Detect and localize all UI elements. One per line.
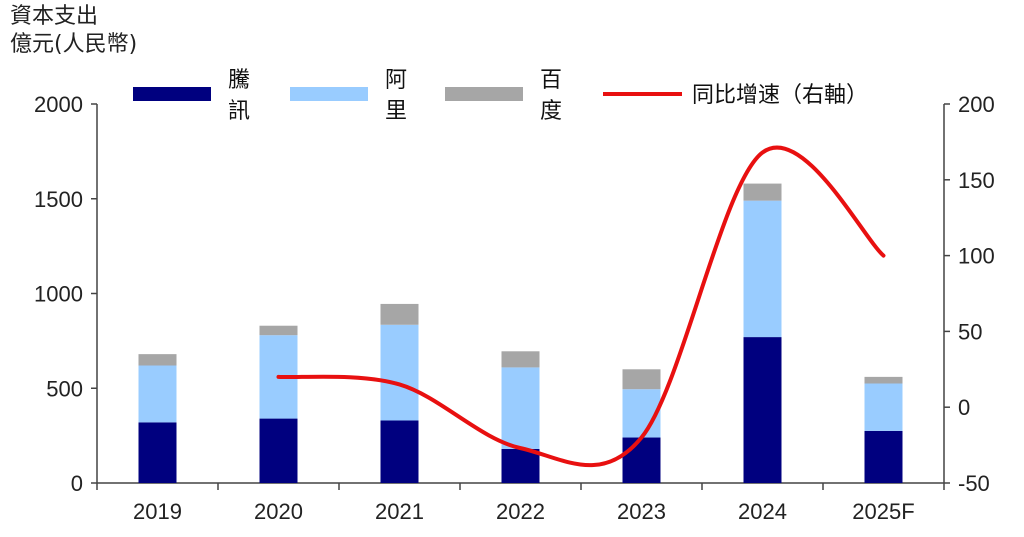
x-tick-label: 2022	[496, 499, 545, 524]
bar-baidu-2025F	[864, 376, 903, 384]
right-tick-label: 0	[958, 395, 970, 420]
bar-tencent-2022	[501, 448, 540, 483]
right-tick-label: 100	[958, 244, 995, 269]
bar-baidu-2020	[259, 325, 298, 336]
left-tick-label: 1500	[34, 187, 83, 212]
bar-baidu-2022	[501, 351, 540, 368]
right-tick-label: 50	[958, 319, 982, 344]
growth-rate-line	[276, 145, 886, 468]
bar-tencent-2019	[138, 422, 177, 483]
bar-alibaba-2022	[501, 367, 540, 449]
bar-baidu-2019	[138, 354, 177, 366]
left-tick-label: 0	[71, 471, 83, 496]
legend-label-tencent-2: 訊	[228, 99, 250, 124]
bar-tencent-2020	[259, 418, 298, 483]
right-tick-label: 200	[958, 92, 995, 117]
bar-alibaba-2019	[138, 365, 177, 423]
bar-tencent-2023	[622, 437, 661, 483]
legend-label-alibaba-2: 里	[385, 99, 407, 124]
legend-label-tencent-1: 騰	[228, 68, 250, 93]
x-tick-label: 2024	[738, 499, 787, 524]
right-tick-label: -50	[958, 471, 990, 496]
bar-tencent-2021	[380, 420, 419, 483]
x-tick-label: 2025F	[852, 499, 914, 524]
legend-label-baidu-2: 度	[540, 99, 562, 124]
bar-baidu-2021	[380, 303, 419, 325]
legend-label-baidu-1: 百	[540, 68, 562, 93]
bar-baidu-2023	[622, 369, 661, 390]
bar-tencent-2025F	[864, 430, 903, 483]
bar-alibaba-2021	[380, 324, 419, 421]
bar-alibaba-2024	[743, 200, 782, 338]
left-tick-label: 2000	[34, 92, 83, 117]
bar-baidu-2024	[743, 183, 782, 201]
legend-swatch-baidu	[445, 87, 523, 101]
x-tick-label: 2023	[617, 499, 666, 524]
x-tick-label: 2020	[254, 499, 303, 524]
bar-tencent-2024	[743, 337, 782, 483]
legend-swatch-alibaba	[290, 87, 368, 101]
x-tick-label: 2021	[375, 499, 424, 524]
legend-label-alibaba-1: 阿	[385, 68, 407, 93]
left-tick-label: 500	[46, 376, 83, 401]
right-tick-label: 150	[958, 168, 995, 193]
y-axis-title-line-2: 億元(人民幣)	[10, 32, 138, 57]
y-axis-title-line-1: 資本支出	[10, 4, 99, 29]
legend-label-growth: 同比增速（右軸）	[692, 83, 868, 108]
legend-swatch-tencent	[133, 87, 211, 101]
bar-alibaba-2025F	[864, 383, 903, 431]
left-tick-label: 1000	[34, 282, 83, 307]
x-tick-label: 2019	[133, 499, 182, 524]
